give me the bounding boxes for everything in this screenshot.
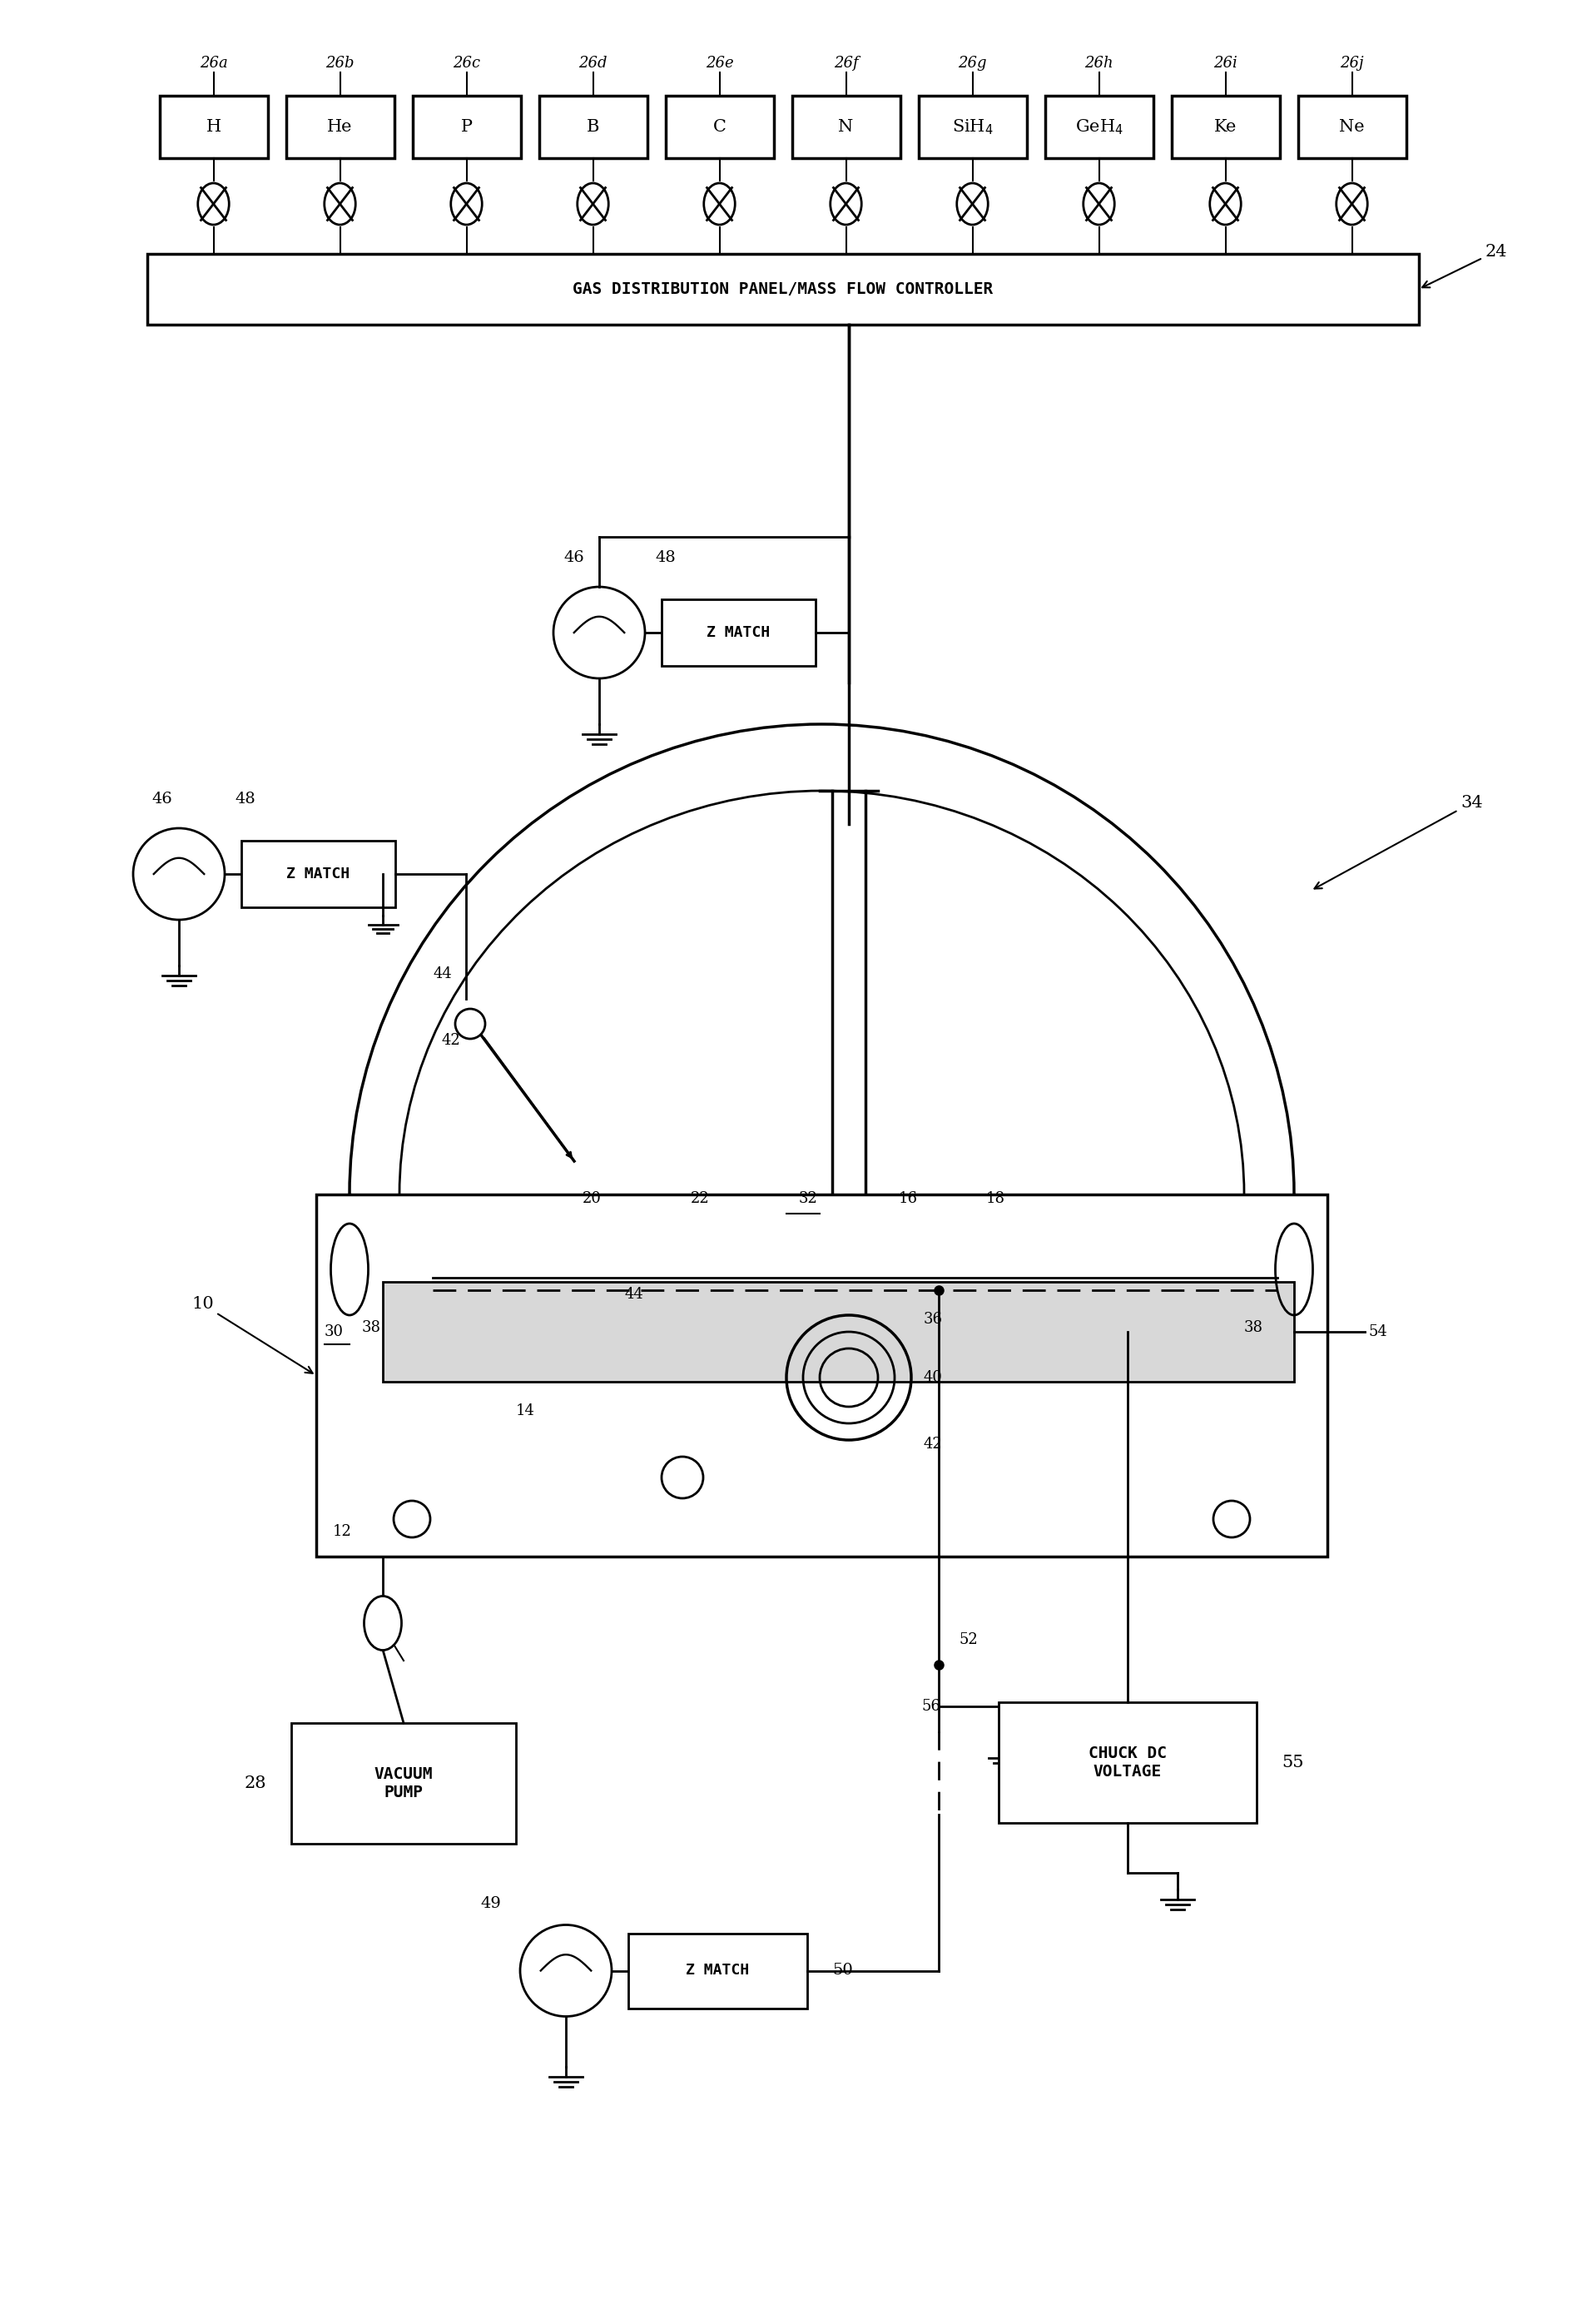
Text: 55: 55 — [1281, 1755, 1304, 1771]
Text: CHUCK DC
VOLTAGE: CHUCK DC VOLTAGE — [1088, 1745, 1168, 1780]
FancyBboxPatch shape — [362, 1243, 1281, 1552]
Bar — [1044, 95, 1153, 158]
Text: Ne: Ne — [1338, 119, 1365, 135]
Text: 20: 20 — [582, 1192, 601, 1206]
Text: Z MATCH: Z MATCH — [707, 625, 770, 639]
Text: 26d: 26d — [579, 56, 607, 70]
Bar — [286, 95, 394, 158]
Bar — [998, 1701, 1256, 1822]
Text: 32: 32 — [799, 1192, 818, 1206]
Text: SiH$_4$: SiH$_4$ — [952, 119, 993, 137]
Text: 26c: 26c — [452, 56, 481, 70]
Text: GAS DISTRIBUTION PANEL/MASS FLOW CONTROLLER: GAS DISTRIBUTION PANEL/MASS FLOW CONTROL… — [573, 281, 993, 297]
Bar — [291, 1722, 516, 1843]
Text: 48: 48 — [655, 551, 676, 565]
Text: 50: 50 — [832, 1964, 853, 1978]
Bar — [918, 95, 1027, 158]
Bar — [793, 95, 900, 158]
Text: H: H — [206, 119, 221, 135]
Circle shape — [456, 1009, 486, 1039]
Text: 46: 46 — [563, 551, 584, 565]
Text: P: P — [460, 119, 473, 135]
Text: 26b: 26b — [326, 56, 354, 70]
Text: 40: 40 — [924, 1371, 943, 1385]
Text: 18: 18 — [986, 1192, 1005, 1206]
Bar — [242, 841, 396, 906]
Text: 26a: 26a — [199, 56, 228, 70]
Text: 49: 49 — [481, 1896, 501, 1913]
Text: 26f: 26f — [834, 56, 859, 70]
Text: 42: 42 — [441, 1032, 460, 1048]
Text: 38: 38 — [362, 1320, 381, 1334]
Text: 22: 22 — [691, 1192, 710, 1206]
Bar — [666, 95, 774, 158]
Text: 52: 52 — [959, 1631, 978, 1648]
Text: 38: 38 — [1243, 1320, 1264, 1334]
Bar — [383, 1283, 1294, 1383]
Bar — [1171, 95, 1280, 158]
Text: 54: 54 — [1368, 1325, 1387, 1339]
Text: 46: 46 — [152, 792, 172, 806]
Text: 24: 24 — [1422, 244, 1508, 288]
Bar — [539, 95, 647, 158]
Text: 14: 14 — [516, 1404, 535, 1418]
Text: 56: 56 — [922, 1699, 941, 1713]
Text: 42: 42 — [924, 1436, 943, 1452]
Text: C: C — [713, 119, 726, 135]
Text: 44: 44 — [625, 1287, 642, 1301]
Text: 48: 48 — [236, 792, 256, 806]
Bar — [1297, 95, 1406, 158]
Bar — [628, 1934, 807, 2008]
Text: 30: 30 — [324, 1325, 343, 1339]
Text: N: N — [838, 119, 854, 135]
Text: 16: 16 — [899, 1192, 918, 1206]
Ellipse shape — [364, 1597, 402, 1650]
Text: VACUUM
PUMP: VACUUM PUMP — [375, 1766, 433, 1801]
Bar — [160, 95, 267, 158]
Bar — [661, 600, 816, 667]
Text: Z MATCH: Z MATCH — [286, 867, 350, 881]
Bar — [147, 253, 1419, 325]
Text: 26j: 26j — [1340, 56, 1364, 70]
Text: Z MATCH: Z MATCH — [687, 1964, 750, 1978]
Bar — [316, 1195, 1327, 1557]
Text: 34: 34 — [1315, 795, 1482, 888]
Text: B: B — [587, 119, 600, 135]
Text: He: He — [327, 119, 353, 135]
Text: 44: 44 — [433, 967, 452, 981]
Text: 26i: 26i — [1213, 56, 1237, 70]
Text: 26e: 26e — [706, 56, 734, 70]
Text: 12: 12 — [332, 1525, 351, 1538]
Text: Ke: Ke — [1213, 119, 1237, 135]
Text: 10: 10 — [191, 1297, 313, 1373]
Bar — [413, 95, 520, 158]
Text: 36: 36 — [924, 1311, 943, 1327]
Text: 26g: 26g — [959, 56, 987, 70]
Text: 28: 28 — [244, 1776, 266, 1792]
Text: GeH$_4$: GeH$_4$ — [1074, 119, 1123, 137]
Text: 26h: 26h — [1085, 56, 1114, 70]
